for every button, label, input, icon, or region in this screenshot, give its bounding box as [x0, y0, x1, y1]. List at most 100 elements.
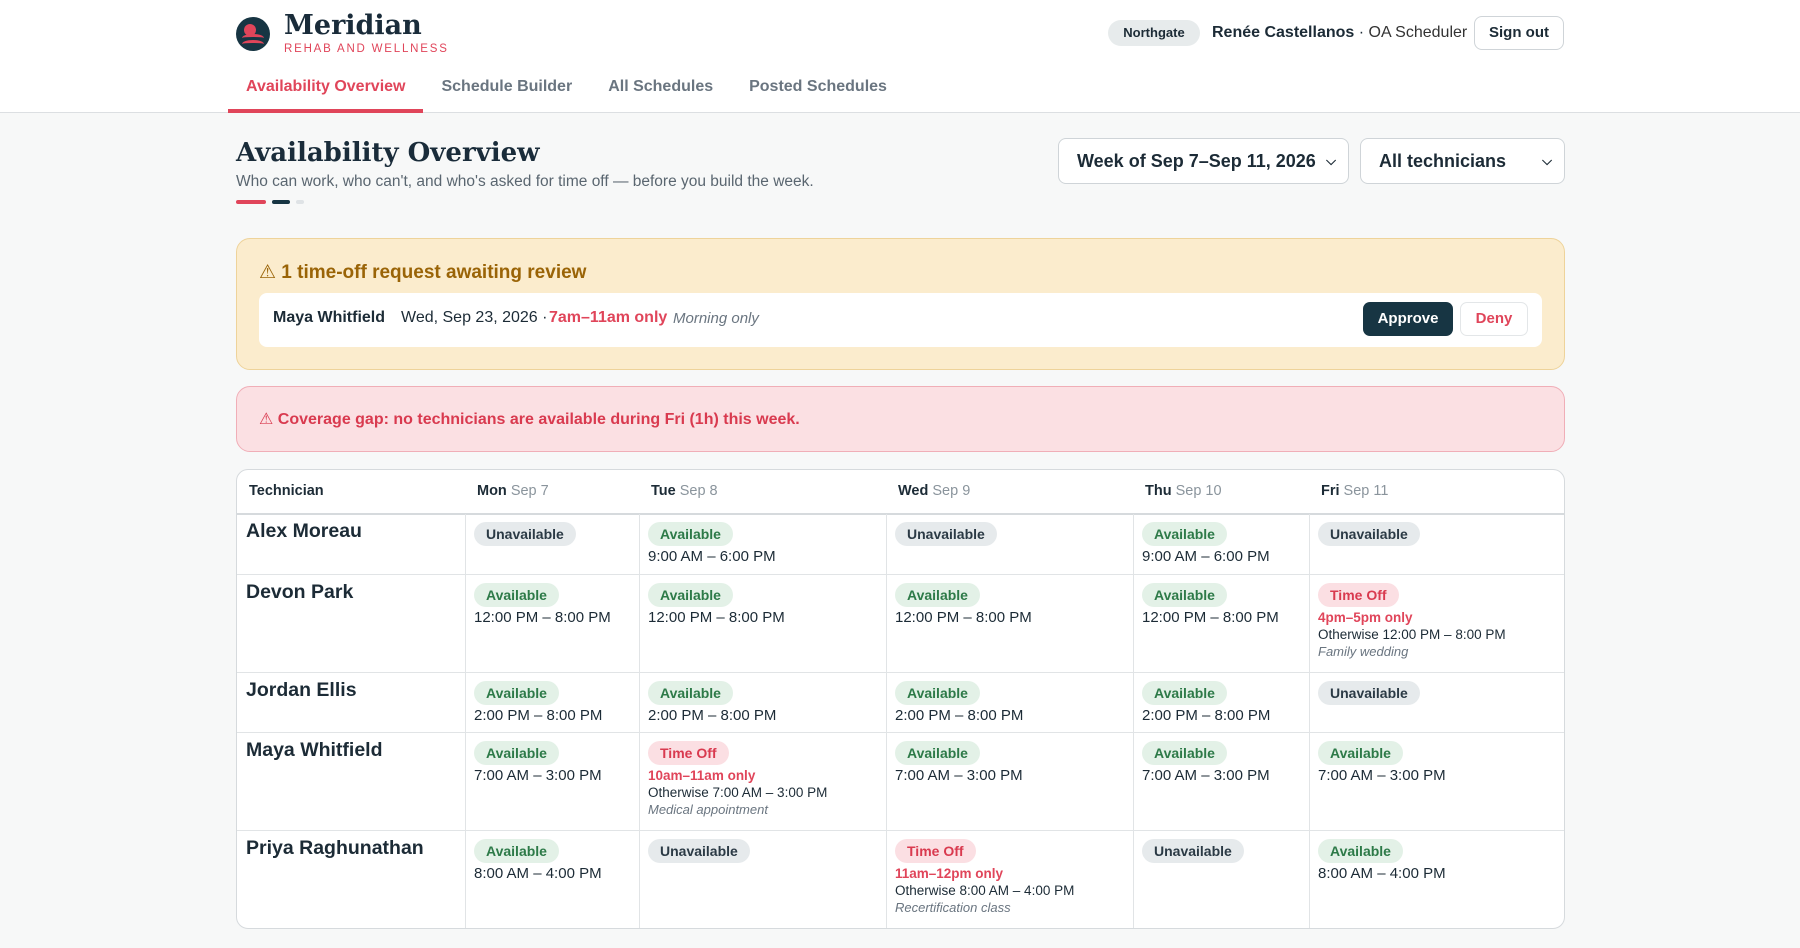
meridian-logo-icon	[236, 17, 270, 51]
otherwise-hours: Otherwise 8:00 AM – 4:00 PM	[895, 883, 1075, 898]
available-badge: Available	[648, 583, 733, 607]
available-badge: Available	[895, 741, 980, 765]
availability-hours: 9:00 AM – 6:00 PM	[1142, 548, 1270, 565]
current-user: Renée Castellanos · OA Scheduler	[1212, 22, 1467, 44]
otherwise-hours: Otherwise 12:00 PM – 8:00 PM	[1318, 627, 1506, 642]
available-badge: Available	[895, 681, 980, 705]
availability-cell[interactable]: Time Off 10am–11am only Otherwise 7:00 AM …	[648, 741, 827, 817]
available-badge: Available	[1142, 741, 1227, 765]
availability-hours: 2:00 PM – 8:00 PM	[648, 707, 777, 724]
technician-select[interactable]: All technicians ⌵	[1360, 138, 1565, 184]
available-badge: Available	[1318, 741, 1403, 765]
availability-cell[interactable]: Available 9:00 AM – 6:00 PM	[648, 522, 776, 565]
time-off-badge: Time Off	[895, 839, 976, 863]
availability-cell[interactable]: Time Off 4pm–5pm only Otherwise 12:00 PM –…	[1318, 583, 1506, 659]
otherwise-hours: Otherwise 7:00 AM – 3:00 PM	[648, 785, 828, 800]
unavailable-badge: Unavailable	[648, 839, 750, 863]
technician-name: Priya Raghunathan	[246, 837, 424, 859]
column-header-wed: Wed Sep 9	[898, 483, 971, 499]
chevron-down-icon: ⌵	[1542, 153, 1552, 168]
availability-hours: 8:00 AM – 4:00 PM	[1318, 865, 1446, 882]
available-badge: Available	[474, 839, 559, 863]
unavailable-badge: Unavailable	[1318, 681, 1420, 705]
availability-cell[interactable]: Available 2:00 PM – 8:00 PM	[895, 681, 1023, 724]
title-accent-bars	[236, 200, 304, 204]
column-header-tue: Tue Sep 8	[651, 483, 718, 499]
page-subtitle: Who can work, who can't, and who's asked…	[236, 173, 814, 190]
brand[interactable]: Meridian REHAB AND WELLNESS	[236, 12, 449, 56]
availability-cell[interactable]: Available 2:00 PM – 8:00 PM	[474, 681, 602, 724]
time-off-badge: Time Off	[1318, 583, 1399, 607]
pending-requests-heading: ⚠ 1 time-off request awaiting review	[259, 262, 587, 283]
time-off-reason: Family wedding	[1318, 644, 1409, 659]
availability-cell[interactable]: Unavailable	[474, 522, 576, 546]
availability-cell[interactable]: Available 8:00 AM – 4:00 PM	[474, 839, 602, 882]
technician-name: Jordan Ellis	[246, 679, 357, 701]
available-badge: Available	[1318, 839, 1403, 863]
request-note: Morning only	[673, 310, 759, 327]
available-badge: Available	[895, 583, 980, 607]
location-badge: Northgate	[1108, 20, 1200, 46]
unavailable-badge: Unavailable	[1318, 522, 1420, 546]
tab-availability-overview[interactable]: Availability Overview	[228, 72, 424, 113]
user-role: OA Scheduler	[1368, 24, 1468, 41]
tab-posted-schedules[interactable]: Posted Schedules	[749, 78, 887, 95]
available-badge: Available	[1142, 681, 1227, 705]
availability-hours: 12:00 PM – 8:00 PM	[648, 609, 785, 626]
availability-cell[interactable]: Unavailable	[1318, 522, 1420, 546]
availability-cell[interactable]: Available 12:00 PM – 8:00 PM	[895, 583, 1032, 626]
availability-hours: 7:00 AM – 3:00 PM	[1318, 767, 1446, 784]
column-header-technician: Technician	[249, 483, 324, 499]
availability-cell[interactable]: Unavailable	[648, 839, 750, 863]
available-badge: Available	[474, 741, 559, 765]
time-off-badge: Time Off	[648, 741, 729, 765]
time-off-window: 10am–11am only	[648, 768, 756, 783]
time-off-reason: Medical appointment	[648, 802, 768, 817]
available-badge: Available	[1142, 583, 1227, 607]
main-tabs: Availability Overview Schedule Builder A…	[228, 72, 905, 113]
availability-cell[interactable]: Available 2:00 PM – 8:00 PM	[1142, 681, 1270, 724]
availability-cell[interactable]: Available 12:00 PM – 8:00 PM	[1142, 583, 1279, 626]
availability-cell[interactable]: Available 12:00 PM – 8:00 PM	[648, 583, 785, 626]
week-select[interactable]: Week of Sep 7–Sep 11, 2026 ⌵	[1058, 138, 1349, 184]
table-row: Devon Park Available 12:00 PM – 8:00 PM Ava…	[237, 574, 1564, 672]
request-date: Wed, Sep 23, 2026 ·	[401, 309, 548, 326]
availability-hours: 12:00 PM – 8:00 PM	[1142, 609, 1279, 626]
available-badge: Available	[1142, 522, 1227, 546]
availability-cell[interactable]: Available 7:00 AM – 3:00 PM	[474, 741, 602, 784]
available-badge: Available	[648, 681, 733, 705]
availability-hours: 8:00 AM – 4:00 PM	[474, 865, 602, 882]
availability-hours: 2:00 PM – 8:00 PM	[1142, 707, 1271, 724]
availability-cell[interactable]: Available 2:00 PM – 8:00 PM	[648, 681, 776, 724]
unavailable-badge: Unavailable	[1142, 839, 1244, 863]
availability-cell[interactable]: Unavailable	[1142, 839, 1244, 863]
availability-hours: 12:00 PM – 8:00 PM	[895, 609, 1032, 626]
tab-all-schedules[interactable]: All Schedules	[608, 78, 714, 95]
table-row: Priya Raghunathan Available 8:00 AM – 4:00…	[237, 830, 1564, 928]
brand-subtitle: REHAB AND WELLNESS	[284, 43, 449, 55]
technician-select-value: All technicians	[1379, 151, 1507, 171]
availability-cell[interactable]: Available 7:00 AM – 3:00 PM	[1318, 741, 1446, 784]
user-name: Renée Castellanos	[1212, 24, 1355, 41]
availability-cell[interactable]: Unavailable	[1318, 681, 1420, 705]
sign-out-button[interactable]: Sign out	[1474, 16, 1564, 50]
availability-hours: 7:00 AM – 3:00 PM	[1142, 767, 1270, 784]
unavailable-badge: Unavailable	[895, 522, 997, 546]
tab-schedule-builder[interactable]: Schedule Builder	[441, 78, 573, 95]
availability-cell[interactable]: Available 7:00 AM – 3:00 PM	[1142, 741, 1270, 784]
availability-cell[interactable]: Available 8:00 AM – 4:00 PM	[1318, 839, 1446, 882]
availability-cell[interactable]: Available 12:00 PM – 8:00 PM	[474, 583, 611, 626]
approve-button[interactable]: Approve	[1363, 302, 1453, 336]
availability-cell[interactable]: Time Off 11am–12pm only Otherwise 8:00 AM …	[895, 839, 1074, 915]
availability-cell[interactable]: Available 7:00 AM – 3:00 PM	[895, 741, 1023, 784]
availability-cell[interactable]: Available 9:00 AM – 6:00 PM	[1142, 522, 1270, 565]
column-header-fri: Fri Sep 11	[1321, 483, 1389, 499]
availability-cell[interactable]: Unavailable	[895, 522, 997, 546]
available-badge: Available	[648, 522, 733, 546]
time-off-reason: Recertification class	[895, 900, 1011, 915]
availability-hours: 7:00 AM – 3:00 PM	[474, 767, 602, 784]
availability-hours: 9:00 AM – 6:00 PM	[648, 548, 776, 565]
deny-button[interactable]: Deny	[1460, 302, 1528, 336]
time-off-window: 11am–12pm only	[895, 866, 1004, 881]
request-technician-name: Maya Whitfield	[273, 309, 386, 326]
